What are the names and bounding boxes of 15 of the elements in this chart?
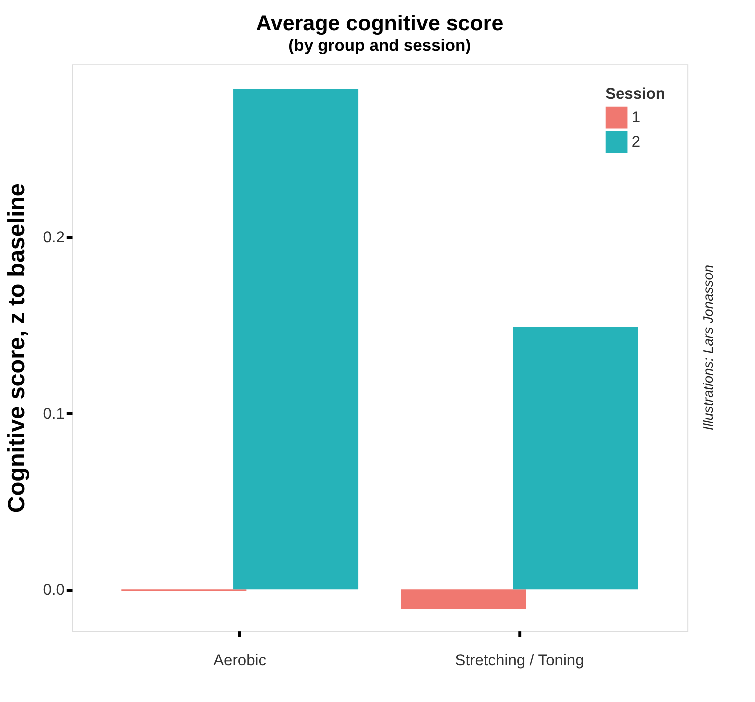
y-tick-label: 0.0: [43, 582, 66, 600]
bar: [401, 590, 526, 610]
x-tick-label: Stretching / Toning: [455, 652, 584, 670]
legend-label: 2: [632, 134, 641, 152]
legend-label: 1: [632, 110, 641, 127]
y-tick-label: 0.2: [43, 230, 65, 247]
chart-subtitle: (by group and session): [288, 36, 472, 55]
y-tick-label: 0.1: [43, 406, 65, 423]
bar: [234, 89, 359, 590]
legend-title: Session: [606, 86, 666, 103]
y-axis-title: Cognitive score, z to baseline: [4, 184, 30, 514]
chart-title: Average cognitive score: [256, 11, 504, 36]
x-tick-label: Aerobic: [214, 652, 267, 670]
text: Illustrations: Lars Jonasson: [701, 265, 716, 431]
bar: [513, 327, 638, 590]
